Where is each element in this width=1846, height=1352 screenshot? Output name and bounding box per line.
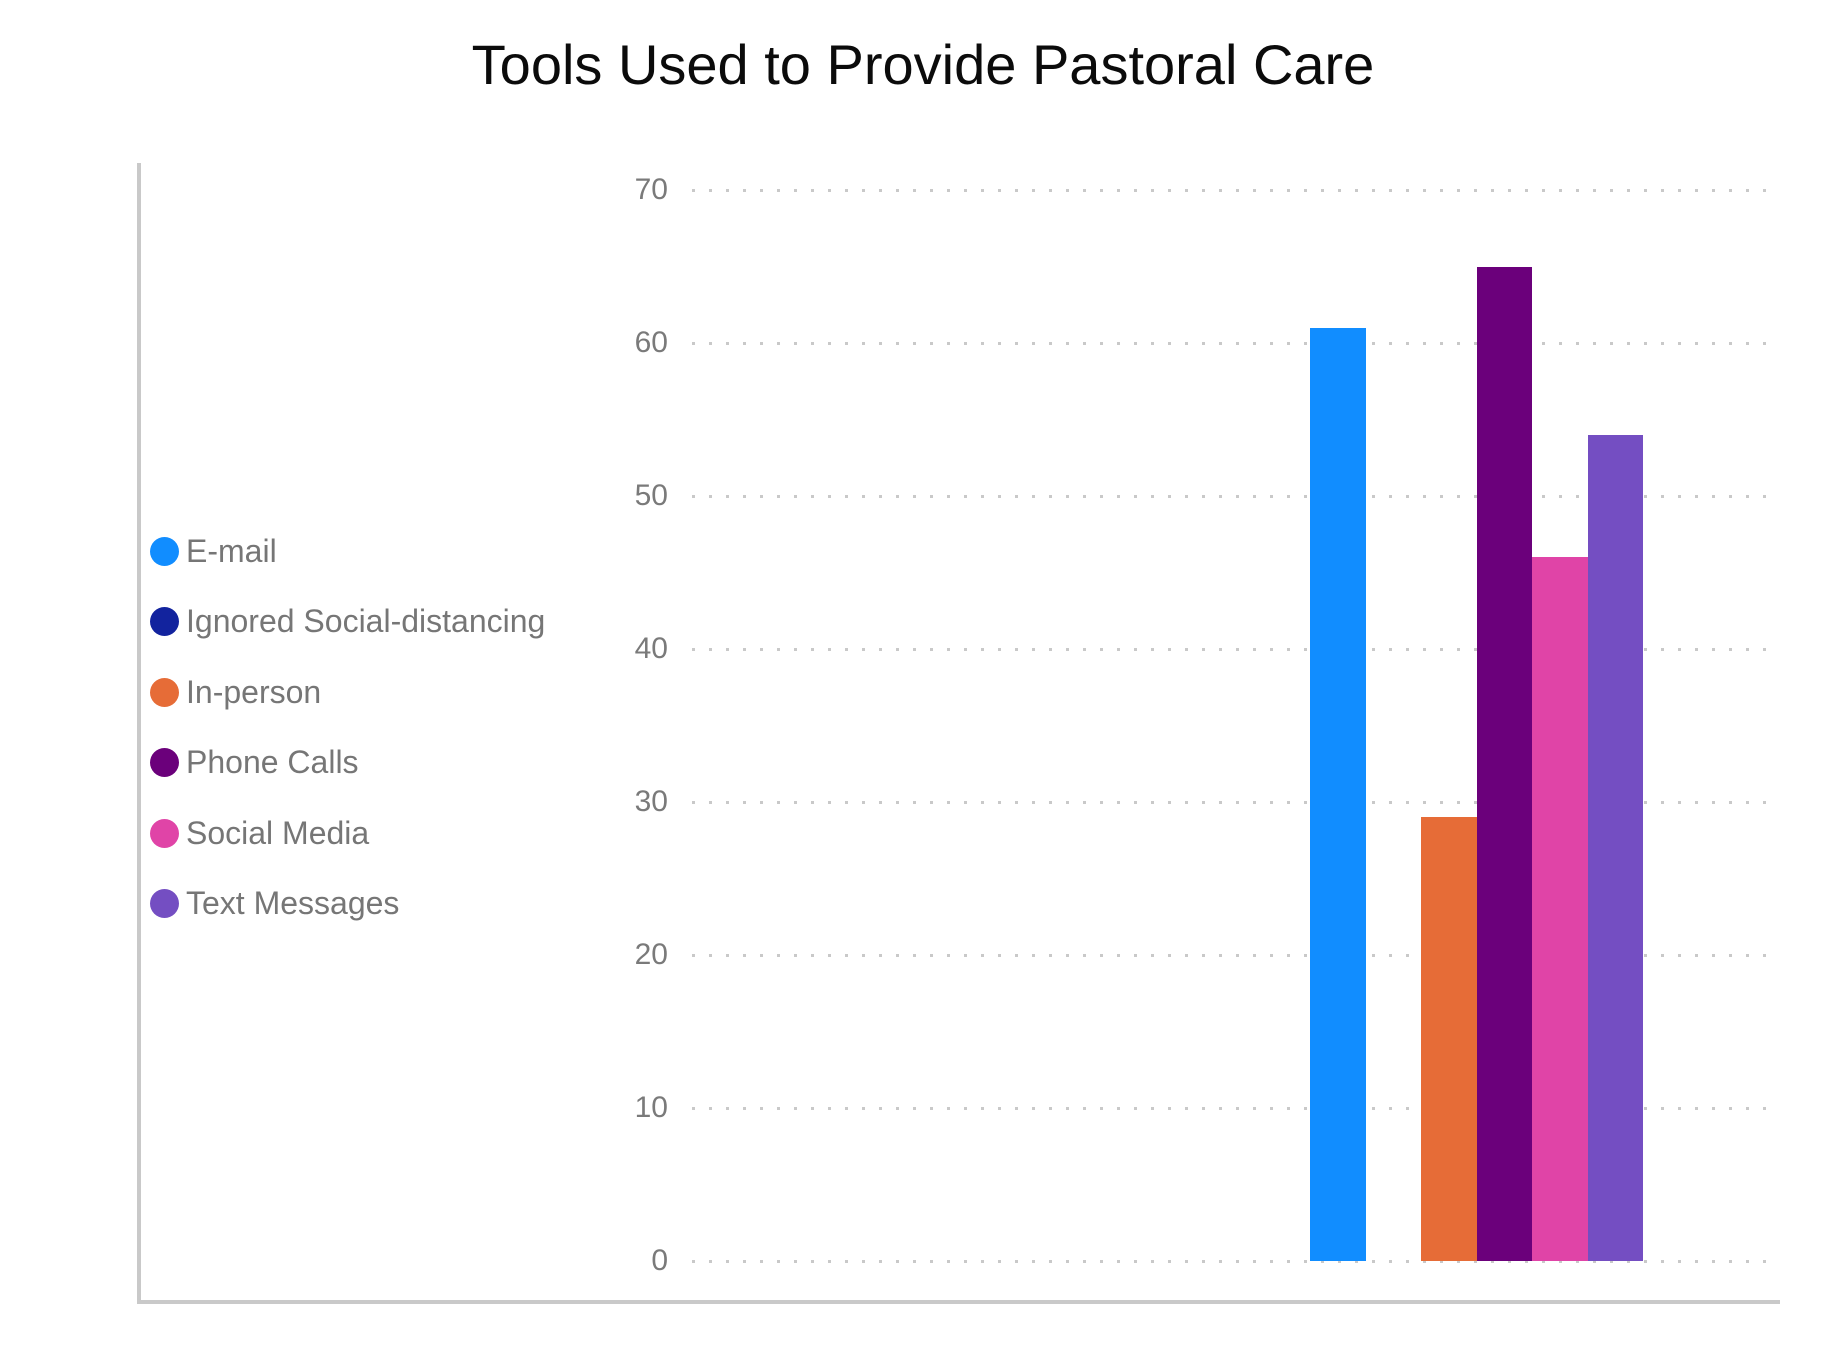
- y-tick-label-60: 60: [634, 326, 668, 359]
- bar-text-messages[interactable]: [1587, 434, 1643, 1261]
- gridline-50: [692, 495, 1770, 498]
- gridline-20: [692, 954, 1770, 957]
- bar-in-person[interactable]: [1421, 817, 1477, 1261]
- y-tick-label-0: 0: [651, 1244, 668, 1277]
- legend-label-ignored-social-distancing: Ignored Social-distancing: [186, 603, 546, 640]
- y-tick-label-40: 40: [634, 632, 668, 665]
- legend-dot-e-mail: [150, 536, 179, 566]
- legend-dot-phone-calls: [150, 748, 179, 778]
- legend-label-phone-calls: Phone Calls: [186, 744, 359, 781]
- gridline-10: [692, 1107, 1770, 1110]
- gridline-60: [692, 342, 1770, 345]
- y-tick-label-20: 20: [634, 938, 668, 971]
- x-axis-line: [137, 1300, 1780, 1304]
- bar-phone-calls[interactable]: [1476, 266, 1532, 1261]
- gridline-30: [692, 801, 1770, 804]
- gridline-0: [692, 1260, 1770, 1263]
- bar-social-media[interactable]: [1532, 557, 1588, 1261]
- chart-title: Tools Used to Provide Pastoral Care: [471, 33, 1375, 96]
- y-tick-label-10: 10: [634, 1091, 668, 1124]
- legend-item-text-messages[interactable]: Text Messages: [150, 869, 545, 940]
- gridline-40: [692, 648, 1770, 651]
- bar-e-mail[interactable]: [1310, 327, 1366, 1261]
- legend-item-social-media[interactable]: Social Media: [150, 798, 545, 869]
- legend: E-mail Ignored Social-distancing In-person…: [150, 516, 545, 939]
- legend-item-ignored-social-distancing[interactable]: Ignored Social-distancing: [150, 587, 545, 658]
- y-tick-label-70: 70: [634, 173, 668, 206]
- legend-dot-text-messages: [150, 889, 179, 919]
- y-tick-label-30: 30: [634, 785, 668, 818]
- legend-dot-ignored-social-distancing: [150, 607, 179, 637]
- y-tick-label-50: 50: [634, 479, 668, 512]
- legend-item-in-person[interactable]: In-person: [150, 657, 545, 728]
- y-axis-line: [137, 163, 141, 1303]
- legend-dot-social-media: [150, 818, 179, 848]
- legend-item-phone-calls[interactable]: Phone Calls: [150, 728, 545, 799]
- legend-label-in-person: In-person: [186, 673, 322, 710]
- gridline-70: [692, 189, 1770, 192]
- legend-label-e-mail: E-mail: [186, 532, 277, 569]
- legend-label-text-messages: Text Messages: [186, 885, 400, 922]
- legend-item-e-mail[interactable]: E-mail: [150, 516, 545, 587]
- legend-label-social-media: Social Media: [186, 814, 370, 851]
- legend-dot-in-person: [150, 677, 179, 707]
